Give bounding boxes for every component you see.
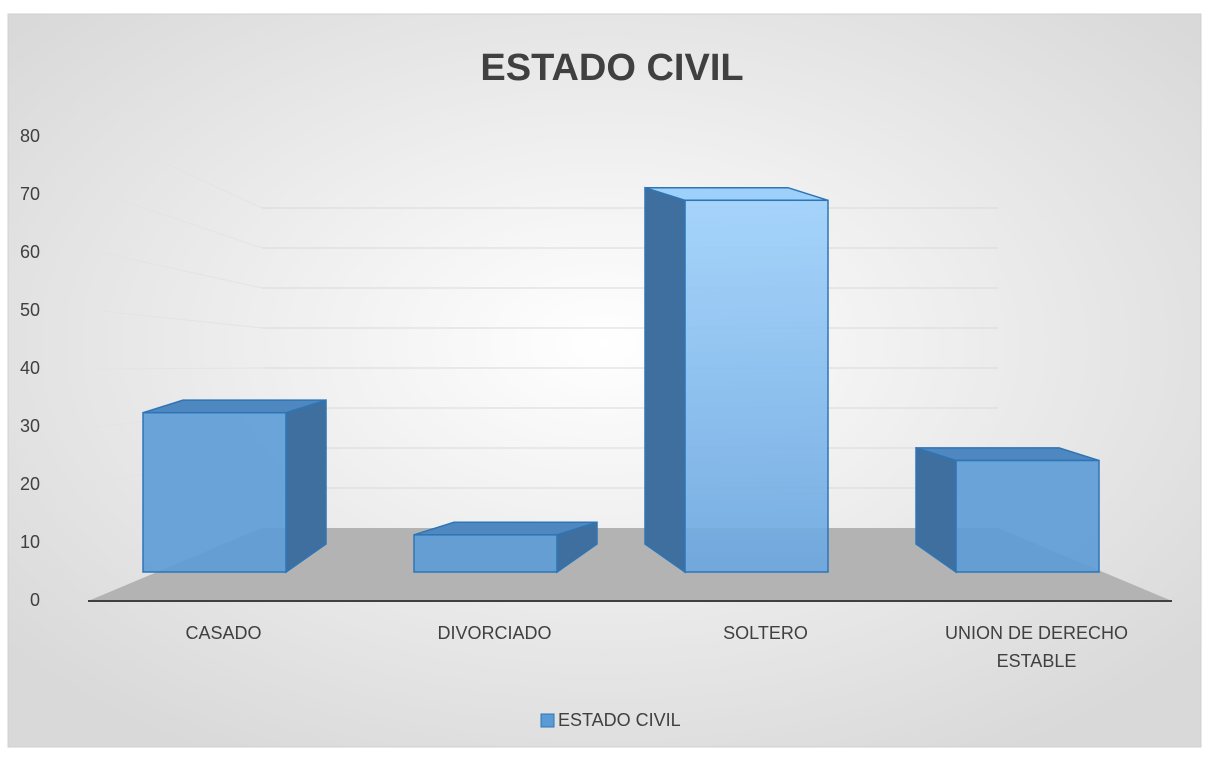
x-tick-label: ESTABLE xyxy=(997,651,1077,671)
grid-line-side xyxy=(102,252,263,289)
chart-area xyxy=(7,13,1202,748)
bar xyxy=(644,186,829,574)
bar-side xyxy=(644,186,686,574)
x-tick-label: UNION DE DERECHO xyxy=(945,623,1128,643)
grid-line xyxy=(102,252,998,289)
y-tick-label: 0 xyxy=(30,590,40,610)
y-tick-label: 50 xyxy=(20,300,40,320)
y-tick-label: 10 xyxy=(20,532,40,552)
grid-line xyxy=(100,310,998,329)
bar-front xyxy=(142,411,287,573)
bar-side xyxy=(285,399,327,574)
grid-line-side xyxy=(105,194,263,249)
grid-line-side xyxy=(107,136,263,209)
legend-label: ESTADO CIVIL xyxy=(558,710,681,730)
y-tick-label: 80 xyxy=(20,126,40,146)
bar xyxy=(142,399,327,574)
y-tick-label: 60 xyxy=(20,242,40,262)
y-tick-label: 40 xyxy=(20,358,40,378)
floor xyxy=(88,528,1172,601)
x-tick-label: SOLTERO xyxy=(723,623,808,643)
grid-line-side xyxy=(100,310,263,329)
y-tick-label: 30 xyxy=(20,416,40,436)
bar-front xyxy=(684,199,829,573)
grid-line xyxy=(97,367,998,370)
bar-front xyxy=(413,534,558,573)
bar xyxy=(413,521,598,574)
bar-front xyxy=(955,459,1100,573)
grid-line-side xyxy=(97,367,263,370)
y-tick-label: 20 xyxy=(20,474,40,494)
bar xyxy=(915,446,1100,574)
y-tick-label: 70 xyxy=(20,184,40,204)
grid-line xyxy=(105,194,998,249)
chart-title: ESTADO CIVIL xyxy=(480,47,743,89)
grid-line xyxy=(107,136,998,209)
x-tick-label: CASADO xyxy=(185,623,261,643)
legend-swatch xyxy=(540,713,555,728)
x-tick-label: DIVORCIADO xyxy=(437,623,551,643)
